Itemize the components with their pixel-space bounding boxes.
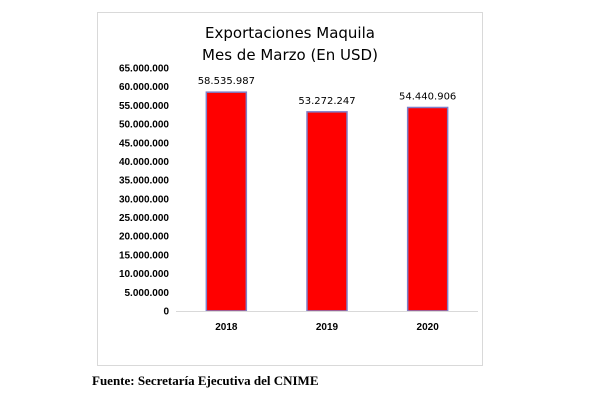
bars: 58.535.987 53.272.247 54.440.906 — [198, 76, 456, 312]
data-label: 58.535.987 — [198, 76, 255, 87]
bar-2018 — [205, 91, 248, 312]
y-tick-label: 35.000.000 — [119, 176, 169, 187]
y-tick-label: 5.000.000 — [125, 288, 170, 299]
y-tick-label: 60.000.000 — [119, 82, 169, 93]
bar-2020 — [406, 106, 449, 312]
data-label: 54.440.906 — [399, 91, 456, 102]
y-tick-label: 50.000.000 — [119, 120, 169, 131]
x-axis: 2018 2019 2020 — [176, 311, 478, 333]
x-tick-label: 2020 — [417, 322, 440, 333]
bar-2019 — [306, 111, 348, 312]
chart-subtitle: Mes de Marzo (En USD) — [202, 46, 378, 64]
y-tick-label: 40.000.000 — [119, 157, 169, 168]
y-axis: 0 5.000.000 10.000.000 15.000.000 20.000.000… — [119, 64, 170, 318]
y-tick-label: 25.000.000 — [119, 213, 169, 224]
data-label: 53.272.247 — [298, 96, 355, 107]
y-tick-label: 30.000.000 — [119, 194, 169, 205]
y-tick-label: 15.000.000 — [119, 250, 169, 261]
y-tick-label: 45.000.000 — [119, 138, 169, 149]
source-note: Fuente: Secretaría Ejecutiva del CNIME — [92, 373, 319, 388]
x-tick-label: 2018 — [215, 322, 238, 333]
x-tick-label: 2019 — [316, 322, 339, 333]
y-tick-label: 55.000.000 — [119, 101, 169, 112]
y-tick-label: 10.000.000 — [119, 269, 169, 280]
y-tick-label: 65.000.000 — [119, 64, 169, 75]
y-tick-label: 0 — [163, 307, 169, 318]
chart-title: Exportaciones Maquila — [205, 24, 375, 42]
y-tick-label: 20.000.000 — [119, 232, 169, 243]
